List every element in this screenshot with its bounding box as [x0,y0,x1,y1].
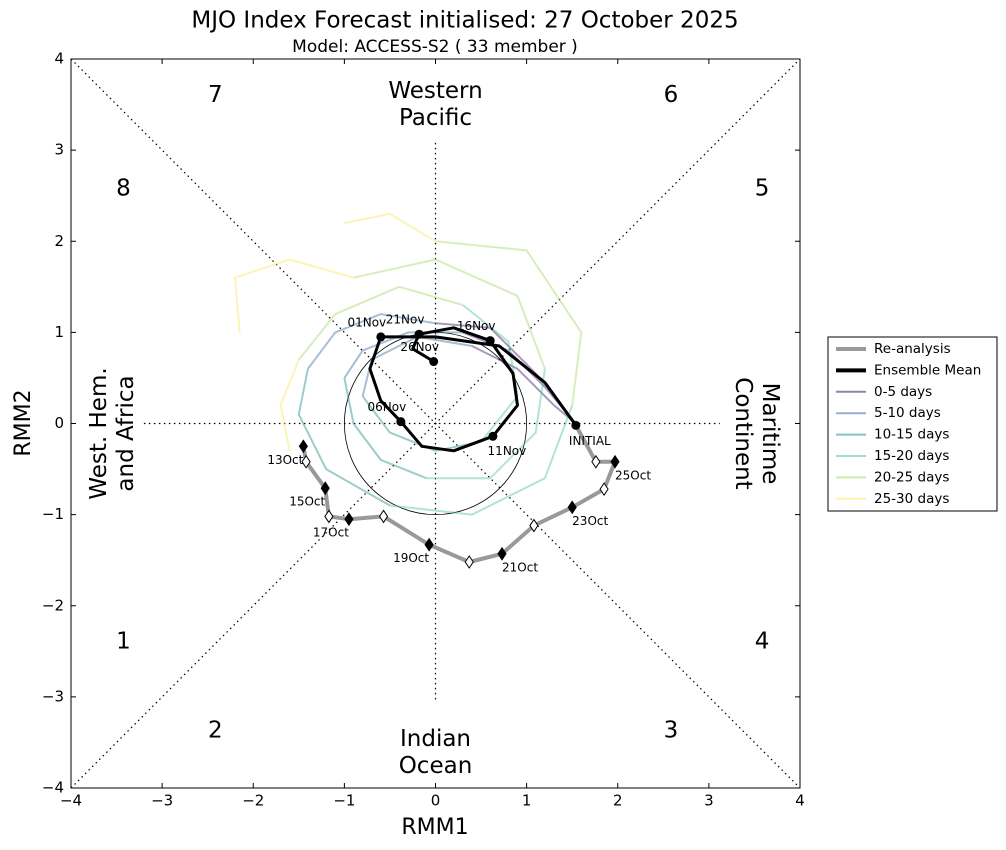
reanalysis-marker [344,512,354,527]
region-label: Ocean [399,753,473,779]
region-label: Pacific [399,105,472,131]
series-line [389,304,574,516]
date-label: 23Oct [572,514,608,528]
legend-label: Ensemble Mean [874,362,981,378]
x-tick-label: 1 [522,792,532,810]
legend-label: 5-10 days [874,405,941,421]
phase-number: 3 [664,718,679,744]
chart-subtitle: Model: ACCESS-S2 ( 33 member ) [292,37,578,57]
x-tick-label: 2 [613,792,623,810]
phase-number: 5 [755,175,770,201]
date-label: 11Nov [488,444,527,458]
reanalysis-marker [529,518,539,533]
phase-number: 1 [116,629,131,655]
date-label: 13Oct [267,453,303,467]
reanalysis-marker [464,555,474,569]
y-axis-label: RMM2 [11,389,36,456]
x-tick-label: −1 [333,792,355,810]
reanalysis-marker [298,439,308,454]
date-label: 16Nov [457,319,496,333]
mean-marker [396,417,406,427]
date-label: 17Oct [313,526,349,540]
legend-label: 20-25 days [874,469,949,485]
date-label: 06Nov [368,400,407,414]
date-label: 15Oct [289,495,325,509]
region-label: Western [388,78,482,104]
date-label: 21Oct [502,560,538,574]
legend-label: 10-15 days [874,427,949,443]
x-tick-label: −2 [242,792,264,810]
x-tick-label: 4 [795,792,805,810]
mean-marker [488,431,498,441]
region-label: Indian [400,726,471,752]
date-label: 21Nov [386,313,425,327]
region-label: Continent [730,377,756,489]
legend-box [827,336,998,512]
reanalysis-marker [567,500,577,515]
legend-label: 15-20 days [874,448,949,464]
reanalysis-marker [324,509,334,524]
phase-number: 7 [208,82,223,108]
reanalysis-marker [424,537,434,552]
y-tick-label: −1 [42,505,64,523]
reanalysis-marker [610,454,620,469]
reanalysis-marker [378,509,389,524]
mean-marker [414,329,424,339]
y-tick-label: 1 [54,323,64,341]
series-line [298,240,583,406]
phase-number: 4 [755,629,770,655]
y-tick-label: 0 [54,414,64,432]
reanalysis-marker [497,546,507,561]
x-tick-label: −3 [151,792,173,810]
date-label: 25Oct [615,468,651,482]
phase-number: 8 [116,175,131,201]
x-tick-label: 0 [431,792,441,810]
legend-label: 25-30 days [874,491,949,507]
series-line [297,368,482,507]
reanalysis-marker [571,420,581,430]
y-tick-label: 3 [54,141,64,159]
y-tick-label: −3 [42,687,64,705]
chart-title: MJO Index Forecast initialised: 27 Octob… [191,8,738,34]
y-tick-label: 4 [54,50,64,68]
legend-label: 0-5 days [874,384,932,400]
date-label: 26Nov [400,340,439,354]
reanalysis-marker [320,481,330,496]
y-tick-label: −4 [42,779,64,797]
date-label: 19Oct [393,551,429,565]
x-tick-label: −4 [60,792,82,810]
y-tick-label: −2 [42,596,64,614]
legend-label: Re-analysis [874,341,951,357]
x-axis-label: RMM1 [401,815,468,840]
mean-marker [376,332,386,342]
mean-marker [429,357,439,367]
series-line [368,326,578,453]
region-label: and Africa [113,375,139,491]
phase-number: 2 [208,718,223,744]
y-tick-label: 2 [54,232,64,250]
date-label: 01Nov [347,315,386,329]
date-label: INITIAL [569,434,611,448]
region-label: West. Hem. [86,367,112,499]
reanalysis-marker [591,454,601,469]
x-tick-label: 3 [704,792,714,810]
series-line [234,212,437,451]
reanalysis-marker [599,482,609,497]
region-label: Maritime [757,383,783,485]
phase-number: 6 [664,82,679,108]
reanalysis-marker [301,454,311,469]
mean-marker [485,336,495,346]
